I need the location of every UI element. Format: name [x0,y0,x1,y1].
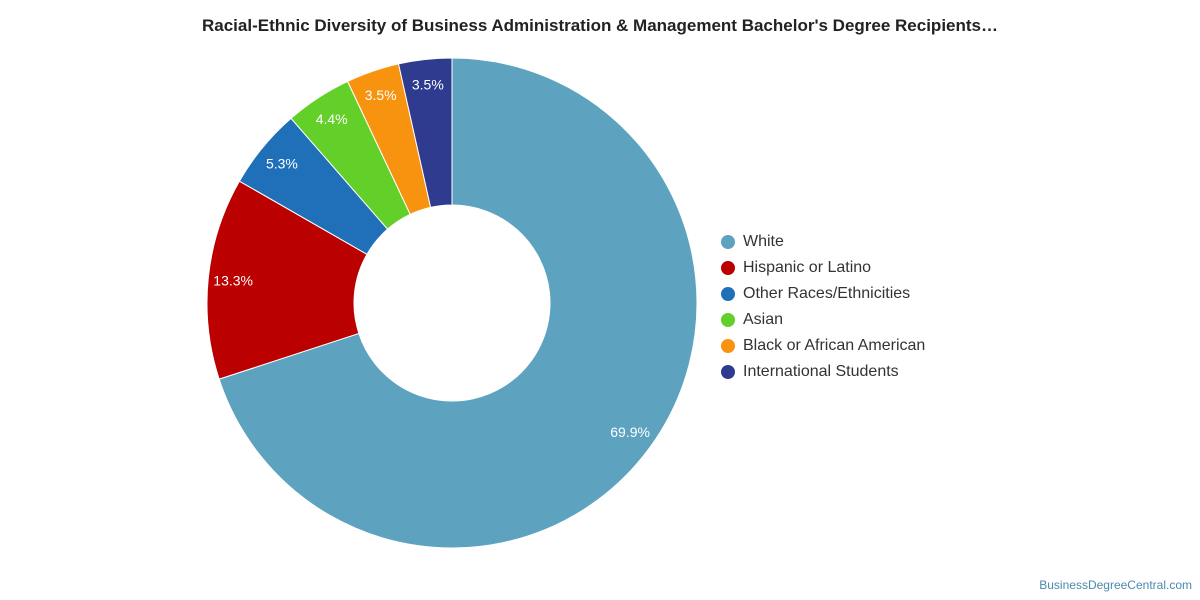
legend: White Hispanic or Latino Other Races/Ethni… [721,229,925,385]
legend-item: Asian [721,307,925,333]
legend-label: International Students [743,363,899,380]
slice-white [218,57,698,549]
slices-group [206,57,698,549]
slice-labels-group: 69.9% 13.3% 5.3% 4.4% 3.5% 3.5% [213,76,650,440]
legend-swatch [721,313,735,327]
legend-swatch [721,339,735,353]
legend-item: International Students [721,359,925,385]
slice-international-students [397,57,453,208]
slice-value-label: 69.9% [610,424,650,440]
slice-value-label: 4.4% [316,111,348,127]
legend-swatch [721,261,735,275]
legend-swatch [721,235,735,249]
watermark: BusinessDegreeCentral.com [1039,578,1192,592]
chart-title: Racial-Ethnic Diversity of Business Admi… [201,16,998,35]
legend-item: Other Races/Ethnicities [721,281,925,307]
legend-label: Other Races/Ethnicities [743,285,911,302]
slice-value-label: 13.3% [213,273,253,289]
slice-hispanic-or-latino [206,180,368,380]
legend-swatch [721,287,735,301]
slice-value-label: 3.5% [365,87,397,103]
legend-swatch [721,365,735,379]
slice-value-label: 5.3% [266,155,298,171]
legend-item: Hispanic or Latino [721,255,925,281]
slice-value-label: 3.5% [412,76,444,92]
legend-item: White [721,229,925,255]
legend-item: Black or African American [721,333,925,359]
legend-label: Hispanic or Latino [743,259,872,276]
legend-label: Asian [743,311,784,328]
legend-label: Black or African American [743,337,926,354]
legend-label: White [743,233,784,250]
